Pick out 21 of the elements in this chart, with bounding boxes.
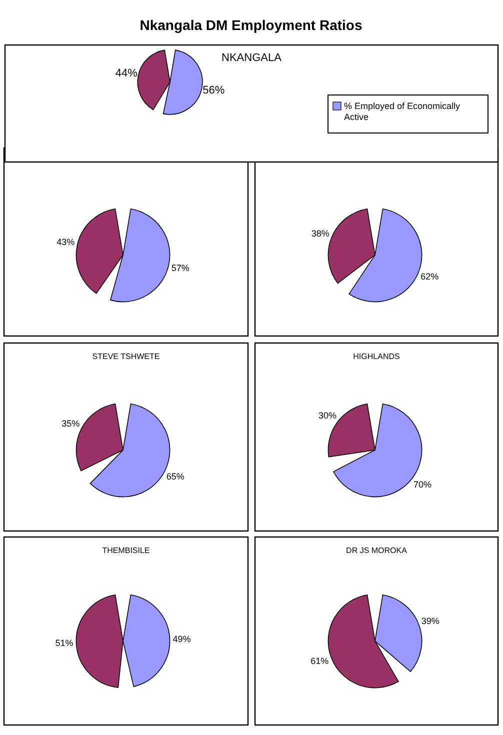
data-label: 65% [166, 472, 184, 482]
chart-title: DR JS MOROKA [346, 546, 408, 555]
chart-title: STEVE TSHWETE [92, 352, 160, 361]
chart-title: HIGHLANDS [353, 352, 400, 361]
chart-title: THEMBISILE [102, 546, 150, 555]
data-label: 38% [311, 228, 330, 238]
data-label: 62% [420, 272, 439, 282]
data-label: 57% [171, 262, 190, 273]
data-label: 44% [115, 68, 138, 80]
chart-subtitle: NKANGALA [222, 52, 282, 64]
data-label: 43% [56, 237, 75, 248]
chart-title: Nkangala DM Employment Ratios [140, 17, 362, 33]
data-label: 39% [421, 616, 440, 626]
data-label: 51% [55, 638, 74, 648]
data-label: 30% [318, 410, 336, 420]
data-label: 70% [414, 480, 432, 490]
data-label: 56% [202, 84, 225, 96]
data-label: 35% [62, 418, 80, 428]
legend-label: % Employed of Economically Active [344, 101, 463, 122]
data-label: 49% [172, 634, 191, 644]
data-label: 61% [310, 656, 329, 666]
